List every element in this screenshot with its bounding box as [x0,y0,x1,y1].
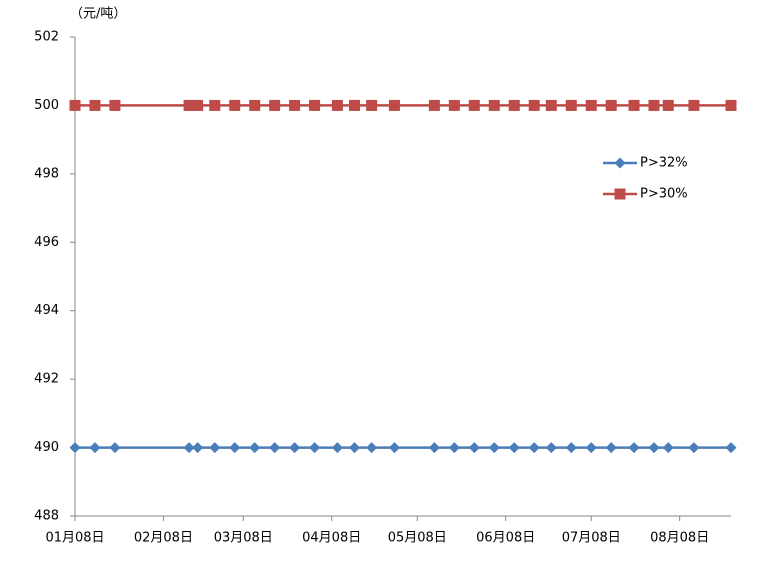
data-point [109,99,121,111]
data-point [628,99,640,111]
data-point [269,99,281,111]
y-tick-label: 496 [34,235,59,250]
data-point [89,442,101,454]
data-point [388,442,400,454]
data-point [331,99,343,111]
data-point [545,442,557,454]
data-point [289,99,301,111]
data-point [249,442,261,454]
data-point [309,442,321,454]
data-point [605,99,617,111]
y-tick-label: 488 [34,509,59,524]
x-tick-label: 06月08日 [476,531,535,546]
data-point [508,442,520,454]
data-point [109,442,121,454]
data-point [269,442,281,454]
x-tick-label: 08月08日 [650,531,709,546]
data-point [448,99,460,111]
data-point [428,442,440,454]
legend-marker [614,188,626,200]
data-point [468,99,480,111]
y-tick-label: 498 [34,166,59,181]
data-point [349,442,361,454]
data-point [349,99,361,111]
data-point [725,442,737,454]
data-point [468,442,480,454]
data-point [69,442,81,454]
data-point [366,442,378,454]
data-point [192,99,204,111]
data-point [565,442,577,454]
data-point [662,442,674,454]
x-tick-label: 05月08日 [388,531,447,546]
data-point [488,442,500,454]
data-point [448,442,460,454]
x-tick-label: 04月08日 [302,531,361,546]
data-point [648,442,660,454]
x-tick-label: 07月08日 [562,531,621,546]
data-point [528,99,540,111]
data-point [725,99,737,111]
data-point [309,99,321,111]
data-point [648,99,660,111]
y-tick-label: 492 [34,372,59,387]
x-tick-label: 01月08日 [45,531,104,546]
y-tick-label: 494 [34,303,59,318]
data-point [229,99,241,111]
data-point [249,99,261,111]
data-point [89,99,101,111]
x-tick-label: 03月08日 [214,531,273,546]
data-point [628,442,640,454]
data-point [192,442,204,454]
data-point [366,99,378,111]
data-point [565,99,577,111]
data-point [388,99,400,111]
data-point [209,99,221,111]
legend-label: P>30% [640,187,688,202]
data-point [508,99,520,111]
data-point [688,442,700,454]
y-axis-label: （元/吨） [70,7,126,22]
data-point [688,99,700,111]
data-point [69,99,81,111]
data-point [183,442,195,454]
y-tick-label: 500 [34,98,59,113]
data-point [585,442,597,454]
data-point [331,442,343,454]
y-tick-label: 490 [34,440,59,455]
legend-marker [614,157,626,169]
data-point [209,442,221,454]
data-point [528,442,540,454]
data-point [488,99,500,111]
data-point [605,442,617,454]
data-point [545,99,557,111]
y-tick-label: 502 [34,30,59,45]
data-point [585,99,597,111]
data-point [183,99,195,111]
legend-label: P>32% [640,156,688,171]
data-point [289,442,301,454]
data-point [428,99,440,111]
x-tick-label: 02月08日 [134,531,193,546]
data-point [662,99,674,111]
data-point [229,442,241,454]
